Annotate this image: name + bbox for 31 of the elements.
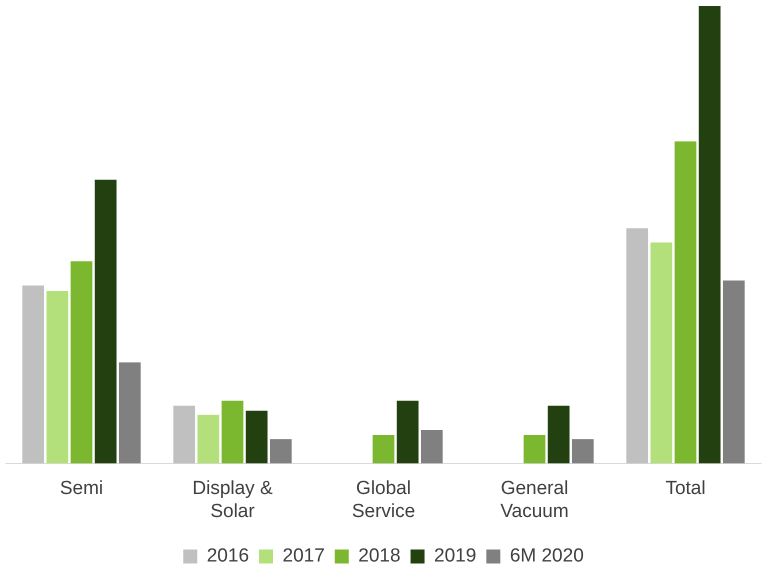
bar: [626, 228, 648, 464]
bar: [270, 439, 292, 464]
x-tick-label: Total: [665, 478, 706, 500]
legend-label: 2018: [358, 546, 401, 567]
bar: [197, 414, 220, 464]
bar: [222, 400, 244, 464]
bar: [572, 439, 594, 464]
legend-label: 2016: [206, 546, 250, 567]
bar: [548, 406, 570, 464]
bar: [722, 280, 745, 464]
x-tick-label: General Vacuum: [500, 478, 569, 522]
bar: [650, 242, 672, 464]
bar: [70, 261, 92, 464]
x-tick-label: Display & Solar: [192, 478, 273, 522]
bar: [524, 435, 546, 464]
bar: [674, 141, 696, 464]
bar: [246, 410, 268, 464]
bar: [118, 362, 141, 464]
bar: [420, 430, 443, 464]
bar: [396, 400, 419, 464]
bar: [173, 406, 196, 464]
x-tick-label: Semi: [60, 478, 104, 500]
bar: [22, 285, 44, 464]
bar: [46, 290, 68, 464]
bar: [698, 6, 721, 464]
legend-label: 6M 2020: [510, 546, 584, 567]
bar: [94, 180, 117, 464]
bar: [372, 435, 394, 464]
legend-label: 2019: [434, 546, 476, 567]
legend-label: 2017: [282, 546, 325, 567]
x-tick-label: Global Service: [352, 478, 416, 522]
